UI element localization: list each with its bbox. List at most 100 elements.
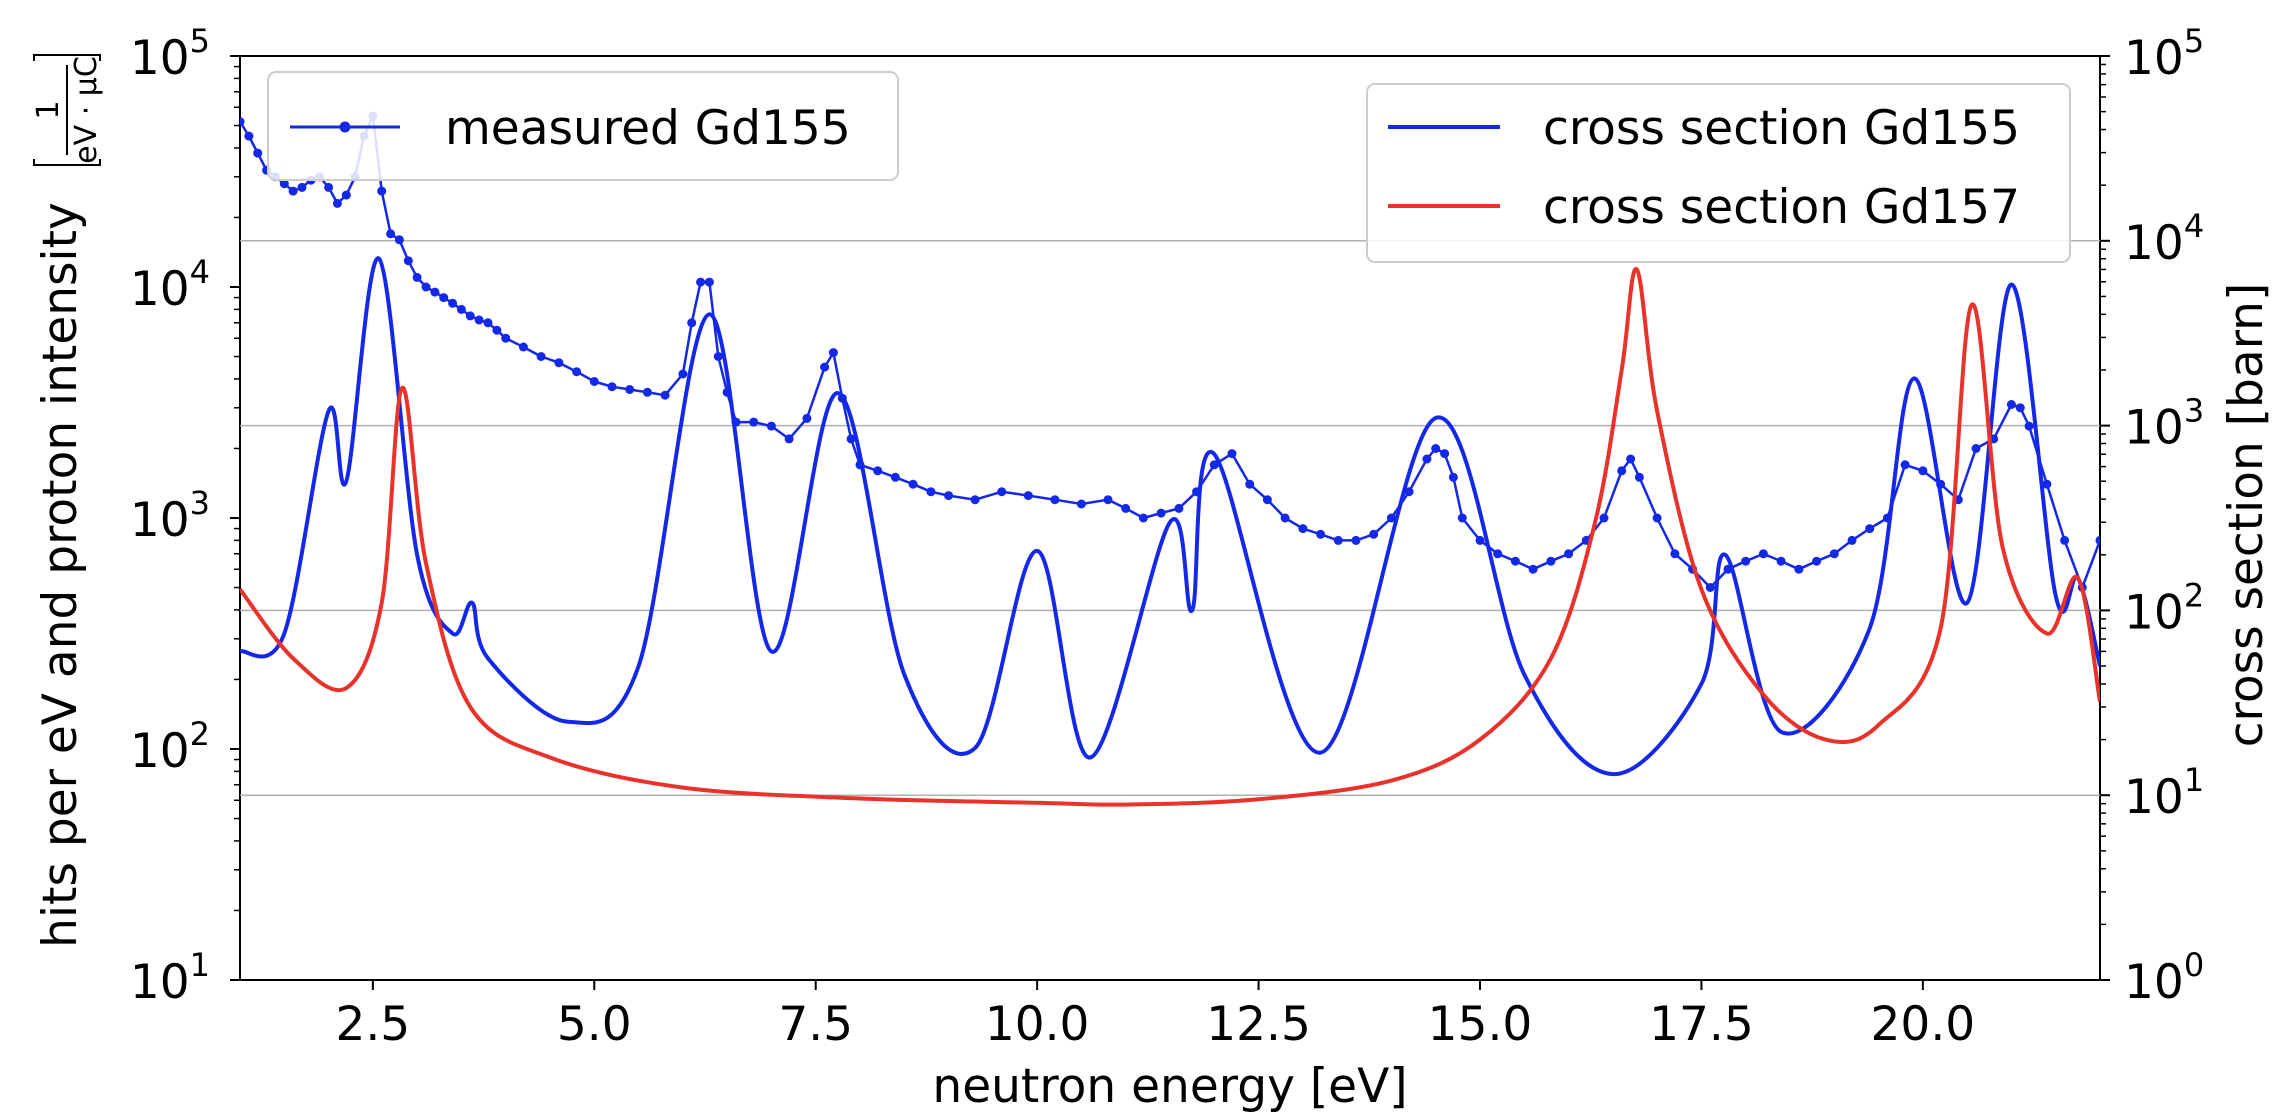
data-point-measured-gd155-89 [1475,535,1485,545]
data-point-measured-gd155-43 [704,277,714,287]
data-point-measured-gd155-58 [908,479,918,489]
right-y-tick-label-3: 103 [2124,392,2204,456]
right-y-axis-ticks: 100 101 102 103 104 105 [2100,22,2204,1010]
data-point-measured-gd155-86 [1440,449,1450,459]
data-point-measured-gd155-64 [1050,495,1060,505]
data-point-measured-gd155-59 [926,487,936,497]
data-point-measured-gd155-67 [1121,503,1131,513]
ylabel-unit-numerator: 1 [31,100,66,119]
data-point-measured-gd155-27 [474,315,484,325]
data-point-measured-gd155-10 [324,182,334,192]
x-tick-label-4: 12.5 [1206,997,1311,1052]
data-point-measured-gd155-108 [1794,564,1804,574]
data-point-measured-gd155-88 [1457,513,1467,523]
legend-label-measured-gd155: measured Gd155 [445,101,851,156]
data-point-measured-gd155-111 [1847,535,1857,545]
legend-left-box [267,71,899,181]
data-point-measured-gd155-35 [589,377,599,386]
x-tick-label-2: 7.5 [778,997,853,1052]
left-y-tick-label-2: 103 [130,484,210,548]
data-point-measured-gd155-97 [1617,466,1627,476]
data-point-measured-gd155-36 [607,382,617,392]
data-point-measured-gd155-62 [997,487,1007,497]
data-point-measured-gd155-11 [332,198,342,208]
data-point-measured-gd155-107 [1776,556,1786,566]
data-point-measured-gd155-103 [1705,583,1715,592]
data-point-measured-gd155-106 [1758,549,1768,559]
data-point-measured-gd155-112 [1865,524,1875,534]
data-point-measured-gd155-29 [492,325,502,335]
data-point-measured-gd155-69 [1156,508,1166,518]
data-point-measured-gd155-48 [766,421,776,431]
data-point-measured-gd155-101 [1670,549,1680,559]
data-point-measured-gd155-92 [1528,564,1538,574]
data-point-measured-gd155-75 [1262,495,1272,505]
x-tick-label-7: 20.0 [1871,997,1976,1052]
data-point-measured-gd155-6 [288,186,298,196]
legend-label-cross-section-gd155: cross section Gd155 [1543,101,2020,156]
data-point-measured-gd155-91 [1510,556,1520,566]
legend-left: measured Gd155 [267,71,899,181]
ylabel-unit-denominator: eV · μC [69,56,104,164]
data-point-measured-gd155-30 [501,333,511,343]
data-point-measured-gd155-72 [1209,460,1219,470]
data-point-measured-gd155-114 [1900,460,1910,470]
data-point-measured-gd155-124 [2060,535,2070,545]
x-axis-label: neutron energy [eV] [932,1059,1407,1112]
x-tick-label-5: 15.0 [1428,997,1533,1052]
data-point-measured-gd155-98 [1626,454,1636,464]
data-point-measured-gd155-93 [1546,556,1556,566]
data-point-measured-gd155-44 [713,352,723,361]
data-point-measured-gd155-81 [1369,529,1379,539]
data-point-measured-gd155-21 [421,282,431,292]
data-point-measured-gd155-83 [1404,487,1414,497]
left-y-tick-label-3: 104 [130,253,210,317]
data-point-measured-gd155-74 [1245,479,1255,489]
right-y-axis-label: cross section [barn] [2219,283,2274,748]
data-point-measured-gd155-87 [1448,472,1458,482]
data-point-measured-gd155-7 [297,182,307,192]
data-point-measured-gd155-38 [642,387,652,397]
left-y-axis-ticks: 101 102 103 104 105 [130,22,240,1010]
right-y-tick-label-2: 102 [2124,576,2204,640]
data-point-measured-gd155-18 [394,235,404,245]
data-point-measured-gd155-47 [749,417,759,427]
data-point-measured-gd155-39 [660,390,670,400]
left-y-tick-label-1: 102 [130,715,210,779]
data-point-measured-gd155-54 [846,434,856,444]
data-point-measured-gd155-70 [1174,503,1184,513]
data-point-measured-gd155-109 [1812,556,1822,566]
data-point-measured-gd155-126 [2095,535,2100,545]
right-y-tick-label-1: 101 [2124,761,2204,825]
data-point-measured-gd155-122 [2024,421,2034,431]
data-point-measured-gd155-42 [696,277,706,287]
data-point-measured-gd155-63 [1023,491,1033,501]
data-point-measured-gd155-90 [1493,549,1503,559]
data-point-measured-gd155-78 [1316,529,1326,539]
data-point-measured-gd155-65 [1076,499,1086,509]
left-y-tick-label-4: 105 [130,22,210,86]
data-point-measured-gd155-80 [1351,535,1361,545]
ylabel-unit-left-bracket [33,159,101,166]
series-line-cross-section-gd155 [240,256,2100,777]
data-point-measured-gd155-56 [873,466,883,476]
data-point-measured-gd155-33 [554,358,564,368]
data-point-measured-gd155-49 [784,434,794,444]
data-point-measured-gd155-110 [1829,549,1839,559]
data-point-measured-gd155-123 [2042,479,2052,489]
data-point-measured-gd155-105 [1741,556,1751,566]
data-point-measured-gd155-118 [1971,444,1981,453]
data-point-measured-gd155-57 [890,472,900,482]
right-y-tick-label-5: 105 [2124,22,2204,86]
data-point-measured-gd155-99 [1634,472,1644,482]
data-point-measured-gd155-79 [1333,535,1343,545]
data-point-measured-gd155-94 [1564,549,1574,559]
data-point-measured-gd155-40 [678,369,688,379]
series-cross-section-gd157 [240,267,2100,807]
data-point-measured-gd155-22 [430,287,440,297]
ylabel-unit-right-bracket [33,54,101,61]
data-point-measured-gd155-19 [403,256,413,266]
x-tick-label-1: 5.0 [557,997,632,1052]
data-point-measured-gd155-16 [377,186,387,196]
